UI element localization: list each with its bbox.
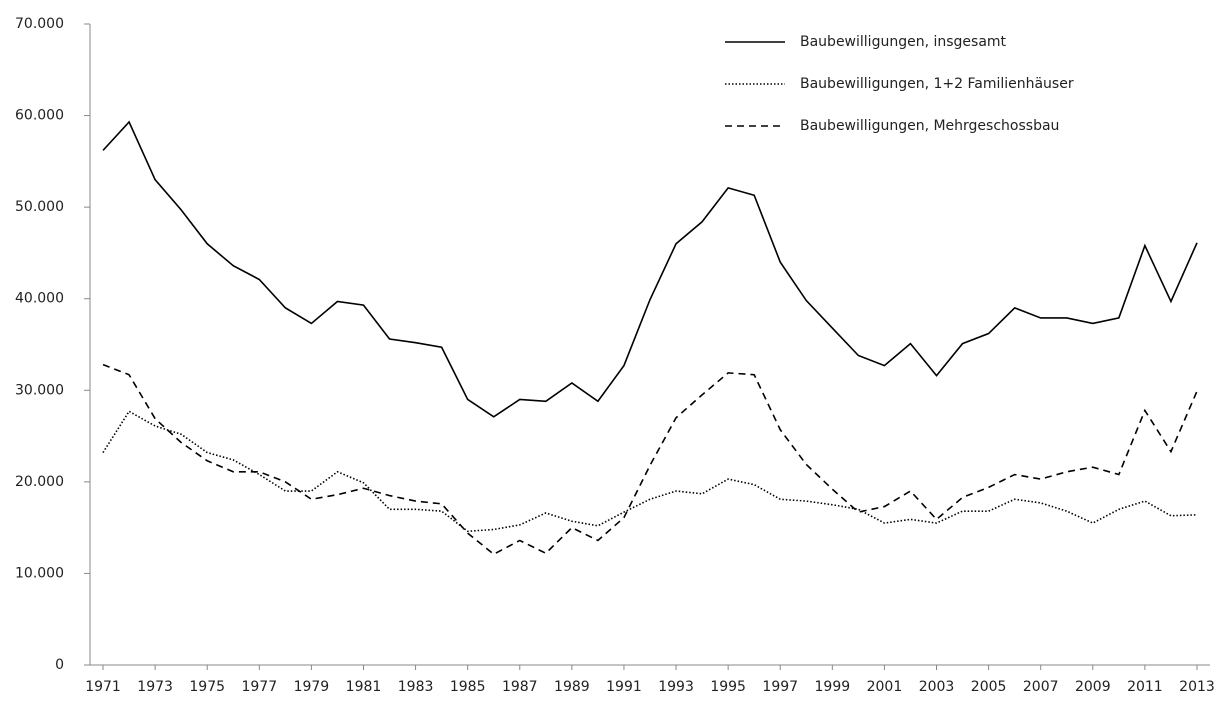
x-tick-label: 1997 <box>762 679 798 695</box>
legend-label: Baubewilligungen, 1+2 Familienhäuser <box>800 76 1074 92</box>
x-tick-label: 1973 <box>137 679 173 695</box>
y-tick-label: 70.000 <box>15 16 64 32</box>
x-tick-label: 1991 <box>606 679 642 695</box>
x-tick-label: 1975 <box>189 679 225 695</box>
x-tick-label: 2001 <box>867 679 903 695</box>
x-tick-label: 1979 <box>294 679 330 695</box>
series-line <box>102 410 1198 533</box>
x-tick-label: 2005 <box>971 679 1007 695</box>
y-tick-label: 10.000 <box>15 565 64 581</box>
legend-label: Baubewilligungen, Mehrgeschossbau <box>800 118 1059 134</box>
x-tick-label: 1981 <box>346 679 382 695</box>
x-tick-label: 1983 <box>398 679 434 695</box>
x-tick-label: 2009 <box>1075 679 1111 695</box>
x-tick-label: 1977 <box>241 679 277 695</box>
x-tick-label: 1985 <box>450 679 486 695</box>
x-tick-label: 1995 <box>710 679 746 695</box>
x-tick-label: 1993 <box>658 679 694 695</box>
x-tick-label: 2011 <box>1127 679 1163 695</box>
y-tick-label: 60.000 <box>15 108 64 124</box>
series-line <box>102 120 1198 418</box>
y-tick-label: 20.000 <box>15 474 64 490</box>
x-tick-label: 1999 <box>815 679 851 695</box>
x-tick-label: 2007 <box>1023 679 1059 695</box>
x-tick-label: 1989 <box>554 679 590 695</box>
series-line <box>102 363 1198 556</box>
x-tick-label: 2013 <box>1179 679 1215 695</box>
x-tick-label: 2003 <box>919 679 955 695</box>
x-tick-label: 1971 <box>85 679 121 695</box>
y-tick-label: 30.000 <box>15 382 64 398</box>
legend-label: Baubewilligungen, insgesamt <box>800 34 1007 50</box>
y-tick-label: 0 <box>55 657 64 673</box>
y-tick-label: 50.000 <box>15 199 64 215</box>
y-tick-label: 40.000 <box>15 291 64 307</box>
x-tick-label: 1987 <box>502 679 538 695</box>
